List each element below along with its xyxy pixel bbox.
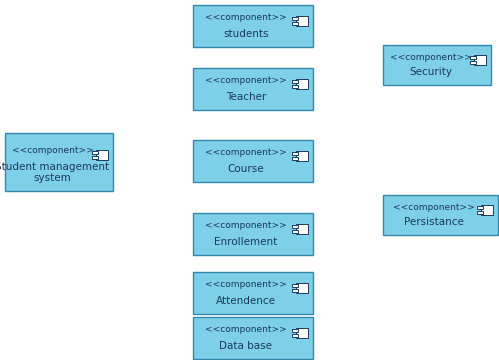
FancyBboxPatch shape <box>193 140 313 182</box>
Text: <<component>>: <<component>> <box>11 146 93 155</box>
FancyBboxPatch shape <box>296 79 308 89</box>
Text: <<component>>: <<component>> <box>205 280 286 289</box>
Text: <<component>>: <<component>> <box>205 148 286 157</box>
FancyBboxPatch shape <box>193 213 313 255</box>
FancyBboxPatch shape <box>193 68 313 110</box>
FancyBboxPatch shape <box>292 157 298 160</box>
FancyBboxPatch shape <box>292 152 298 155</box>
FancyBboxPatch shape <box>92 151 98 154</box>
FancyBboxPatch shape <box>474 55 487 65</box>
FancyBboxPatch shape <box>292 230 298 233</box>
FancyBboxPatch shape <box>477 206 483 210</box>
Text: Course: Course <box>228 163 264 174</box>
FancyBboxPatch shape <box>292 17 298 20</box>
Text: <<component>>: <<component>> <box>393 202 475 211</box>
FancyBboxPatch shape <box>5 133 113 191</box>
FancyBboxPatch shape <box>296 283 308 293</box>
FancyBboxPatch shape <box>383 195 498 235</box>
FancyBboxPatch shape <box>292 85 298 88</box>
FancyBboxPatch shape <box>292 225 298 228</box>
FancyBboxPatch shape <box>296 224 308 234</box>
Text: Data base: Data base <box>219 341 272 351</box>
FancyBboxPatch shape <box>292 284 298 287</box>
FancyBboxPatch shape <box>296 16 308 26</box>
FancyBboxPatch shape <box>296 151 308 161</box>
FancyBboxPatch shape <box>470 61 476 64</box>
Text: <<component>>: <<component>> <box>205 76 286 85</box>
FancyBboxPatch shape <box>292 334 298 337</box>
FancyBboxPatch shape <box>292 22 298 25</box>
FancyBboxPatch shape <box>292 289 298 292</box>
FancyBboxPatch shape <box>96 150 108 160</box>
FancyBboxPatch shape <box>470 56 476 59</box>
Text: <<component>>: <<component>> <box>205 325 286 334</box>
FancyBboxPatch shape <box>296 328 308 338</box>
FancyBboxPatch shape <box>292 329 298 332</box>
FancyBboxPatch shape <box>477 211 483 215</box>
FancyBboxPatch shape <box>292 80 298 83</box>
Text: students: students <box>223 28 268 39</box>
Text: <<component>>: <<component>> <box>205 13 286 22</box>
FancyBboxPatch shape <box>193 272 313 314</box>
FancyBboxPatch shape <box>193 5 313 47</box>
Text: <<component>>: <<component>> <box>390 53 472 62</box>
FancyBboxPatch shape <box>383 45 491 85</box>
Text: Enrollement: Enrollement <box>214 237 277 247</box>
Text: Security: Security <box>409 67 452 77</box>
FancyBboxPatch shape <box>481 205 494 215</box>
Text: Persistance: Persistance <box>404 217 464 227</box>
FancyBboxPatch shape <box>92 156 98 159</box>
Text: Teacher: Teacher <box>226 91 266 102</box>
Text: Student management
system: Student management system <box>0 162 110 183</box>
FancyBboxPatch shape <box>193 317 313 359</box>
Text: <<component>>: <<component>> <box>205 221 286 230</box>
Text: Attendence: Attendence <box>216 296 276 306</box>
